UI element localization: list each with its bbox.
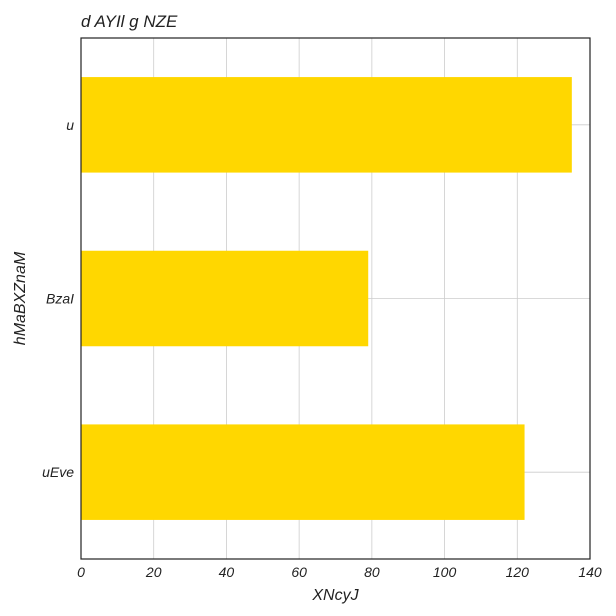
x-axis-label: XNcyJ [311,587,359,604]
y-tick-label: BzaI [46,291,74,307]
x-tick-label: 0 [77,564,85,580]
bars [81,77,572,520]
y-axis-ticks: u BzaI uEve [42,117,74,480]
chart-title: d AYIl g NZE [81,12,178,31]
bar-BzaI [81,250,369,347]
x-tick-label: 20 [145,564,162,580]
x-tick-label: 120 [506,564,530,580]
bar-u [81,77,572,173]
y-tick-label: uEve [42,464,74,480]
x-tick-label: 80 [364,564,380,580]
x-tick-label: 140 [578,564,602,580]
y-axis-label: hMaBXZnaM [12,251,29,345]
y-tick-label: u [66,117,74,133]
x-tick-label: 60 [291,564,307,580]
x-tick-label: 100 [433,564,457,580]
bar-uEve [81,424,525,520]
plot-frame [80,37,591,560]
x-axis-ticks: 0 20 40 60 80 100 120 140 [77,564,602,580]
x-tick-label: 40 [219,564,235,580]
